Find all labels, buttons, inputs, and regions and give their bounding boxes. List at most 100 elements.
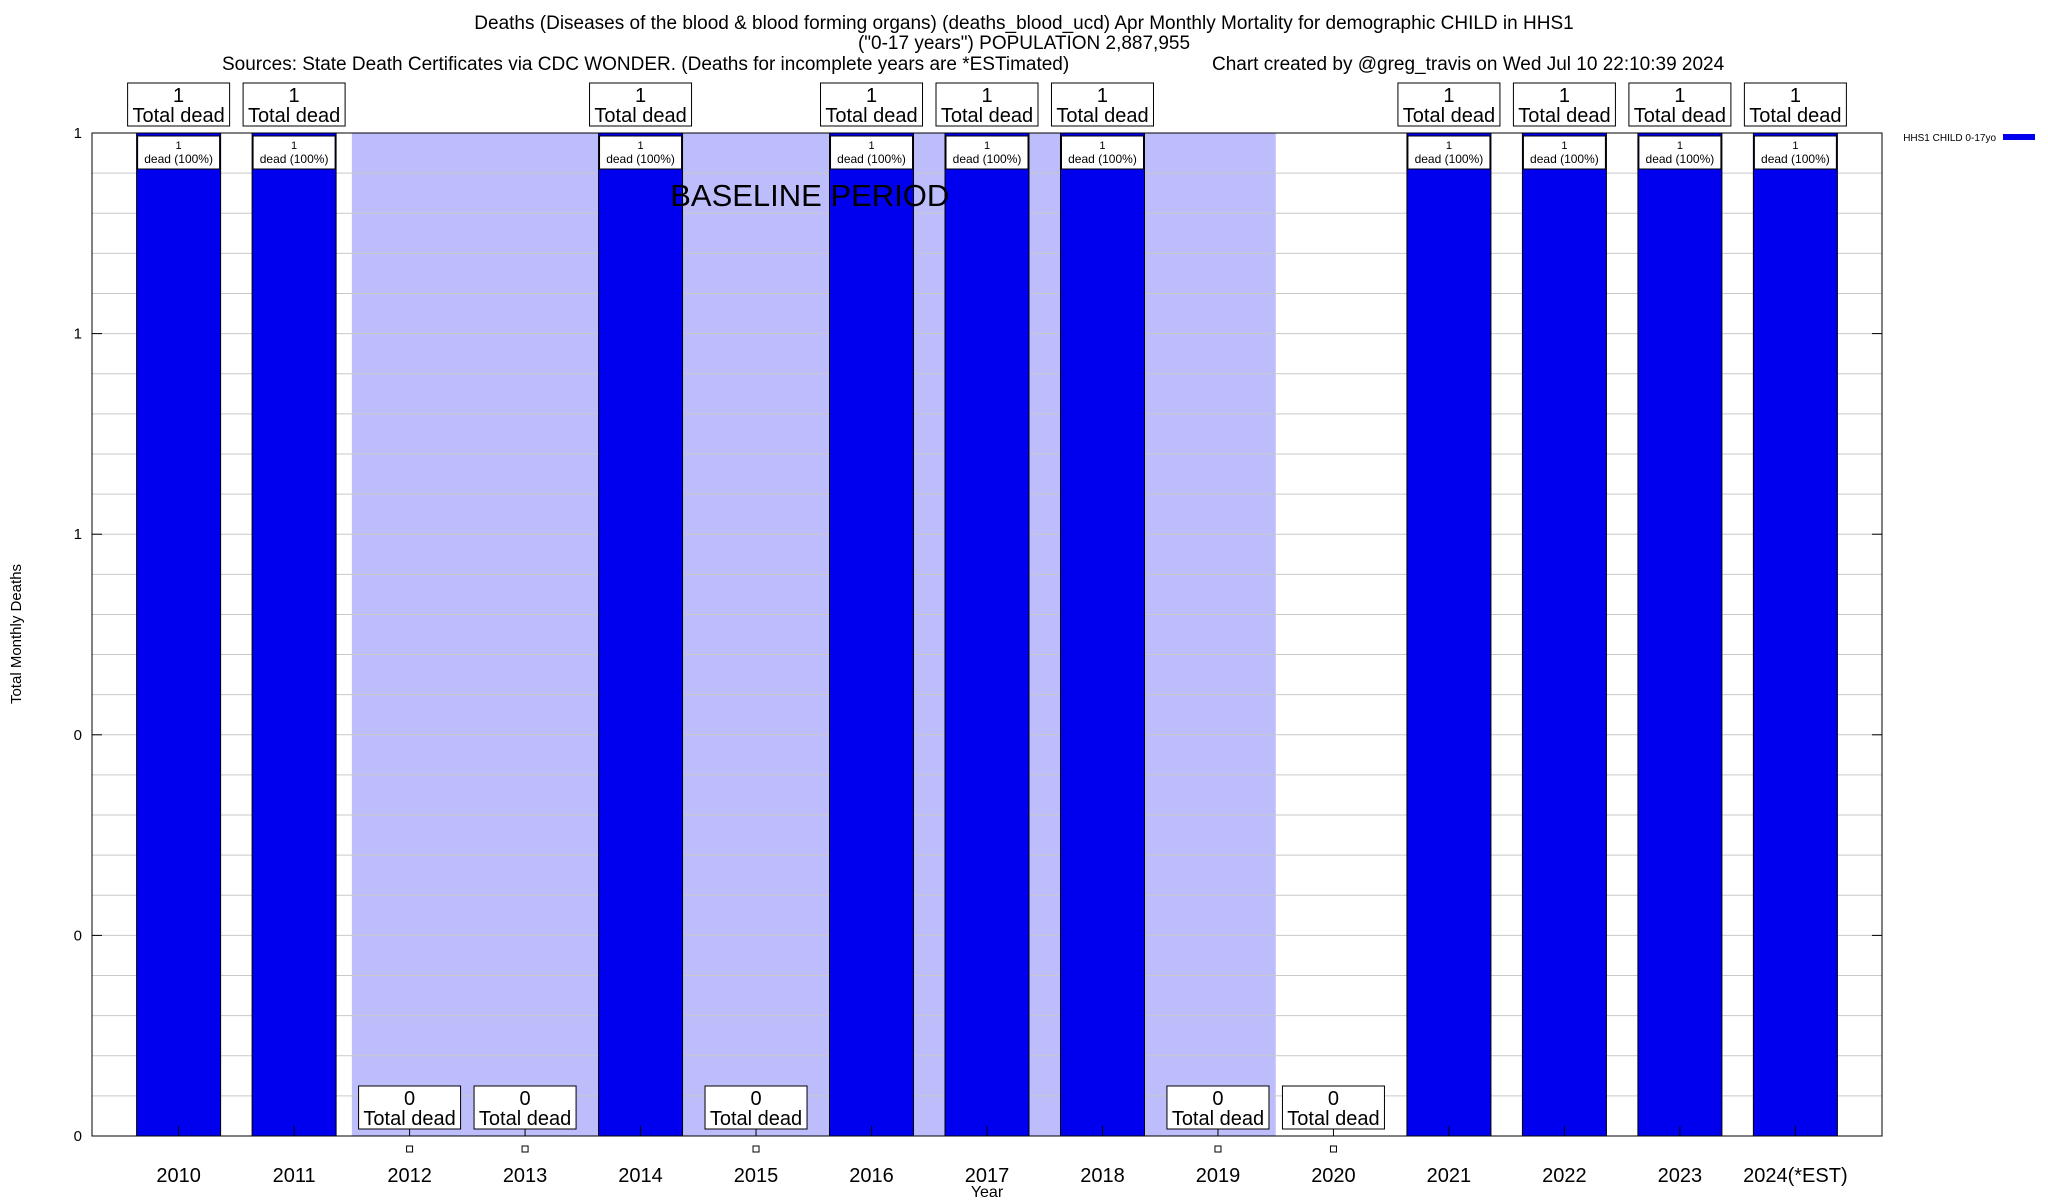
y-axis-label: Total Monthly Deaths: [8, 564, 25, 704]
inner-label-value: 1: [291, 140, 297, 152]
total-label-text: Total dead: [1056, 105, 1148, 127]
x-tick-label-2020: 2020: [1311, 1165, 1356, 1187]
x-tick-label-2024(*EST): 2024(*EST): [1743, 1165, 1848, 1187]
total-label-text: Total dead: [941, 105, 1033, 127]
inner-label-box: [252, 135, 336, 170]
chart-title: Deaths (Diseases of the blood & blood fo…: [474, 13, 1574, 34]
inner-label-value: 1: [1792, 140, 1798, 152]
legend-label: HHS1 CHILD 0-17yo: [1903, 133, 1996, 144]
inner-label-value: 1: [984, 140, 990, 152]
bar-2011: [251, 132, 337, 1137]
total-label-text: Total dead: [1172, 1108, 1264, 1130]
total-label-text: Total dead: [825, 105, 917, 127]
inner-label-box: [137, 135, 221, 170]
x-tick-label-2017: 2017: [965, 1165, 1010, 1187]
total-label-text: Total dead: [248, 105, 340, 127]
total-label-text: Total dead: [710, 1108, 802, 1130]
y-tick-label: 0: [74, 1128, 82, 1145]
zero-marker: [1329, 1145, 1337, 1153]
bar-2017: [944, 132, 1030, 1137]
total-label-text: Total dead: [594, 105, 686, 127]
zero-marker: [1214, 1145, 1222, 1153]
total-label-value: 1: [981, 85, 992, 107]
zero-marker: [521, 1145, 529, 1153]
bar-2024(*EST): [1752, 132, 1838, 1137]
bar-2021: [1406, 132, 1492, 1137]
total-label-text: Total dead: [1287, 1108, 1379, 1130]
bar-2016: [829, 132, 915, 1137]
total-label-text: Total dead: [132, 105, 224, 127]
inner-label-box: [1753, 135, 1837, 170]
total-label-box: [1628, 82, 1732, 127]
total-label-value: 1: [1443, 85, 1454, 107]
total-label-text: Total dead: [1749, 105, 1841, 127]
bar-2023: [1637, 132, 1723, 1137]
total-label-box: [589, 82, 693, 127]
total-label-value: 1: [289, 85, 300, 107]
x-tick-label-2023: 2023: [1658, 1165, 1703, 1187]
x-tick-label-2022: 2022: [1542, 1165, 1587, 1187]
x-tick-label-2018: 2018: [1080, 1165, 1125, 1187]
chart-credit: Chart created by @greg_travis on Wed Jul…: [1212, 54, 1725, 75]
inner-label-value: 1: [1561, 140, 1567, 152]
total-label-value: 0: [750, 1088, 761, 1110]
total-label-value: 0: [520, 1088, 531, 1110]
total-label-text: Total dead: [363, 1108, 455, 1130]
total-label-box: [473, 1085, 577, 1130]
total-label-box: [1743, 82, 1847, 127]
baseline-period-label: BASELINE PERIOD: [670, 178, 949, 213]
total-label-text: Total dead: [1403, 105, 1495, 127]
total-label-value: 0: [1328, 1088, 1339, 1110]
y-tick-label: 1: [74, 326, 82, 343]
inner-label-box: [1638, 135, 1722, 170]
inner-label-text: dead (100%): [260, 152, 329, 166]
inner-label-text: dead (100%): [1530, 152, 1599, 166]
x-tick-label-2010: 2010: [156, 1165, 201, 1187]
y-tick-label: 1: [74, 526, 82, 543]
total-label-text: Total dead: [1518, 105, 1610, 127]
x-tick-label-2015: 2015: [734, 1165, 779, 1187]
total-label-box: [1512, 82, 1616, 127]
bar-2018: [1059, 132, 1145, 1137]
inner-label-text: dead (100%): [1415, 152, 1484, 166]
inner-label-box: [1407, 135, 1491, 170]
bar-2022: [1521, 132, 1607, 1137]
total-label-text: Total dead: [1634, 105, 1726, 127]
zero-marker: [752, 1145, 760, 1153]
x-tick-label-2014: 2014: [618, 1165, 663, 1187]
total-label-box: [242, 82, 346, 127]
inner-label-value: 1: [1446, 140, 1452, 152]
total-label-value: 1: [173, 85, 184, 107]
x-tick-label-2016: 2016: [849, 1165, 894, 1187]
x-axis-label: Year: [971, 1184, 1004, 1200]
y-tick-label: 0: [74, 927, 82, 944]
x-tick-label-2021: 2021: [1427, 1165, 1472, 1187]
total-label-box: [1166, 1085, 1270, 1130]
x-tick-label-2012: 2012: [387, 1165, 432, 1187]
inner-label-text: dead (100%): [953, 152, 1022, 166]
total-label-value: 1: [1674, 85, 1685, 107]
total-label-value: 1: [1559, 85, 1570, 107]
inner-label-text: dead (100%): [144, 152, 213, 166]
total-label-box: [704, 1085, 808, 1130]
inner-label-box: [1060, 135, 1144, 170]
total-label-value: 0: [404, 1088, 415, 1110]
x-tick-label-2019: 2019: [1196, 1165, 1241, 1187]
inner-label-text: dead (100%): [1646, 152, 1715, 166]
bar-2014: [598, 132, 684, 1137]
zero-marker: [406, 1145, 414, 1153]
legend-swatch: [2003, 134, 2035, 140]
total-label-box: [358, 1085, 462, 1130]
total-label-box: [127, 82, 231, 127]
total-label-value: 1: [866, 85, 877, 107]
inner-label-box: [599, 135, 683, 170]
inner-label-text: dead (100%): [1068, 152, 1137, 166]
total-label-value: 0: [1212, 1088, 1223, 1110]
inner-label-value: 1: [868, 140, 874, 152]
inner-label-value: 1: [1677, 140, 1683, 152]
inner-label-box: [1522, 135, 1606, 170]
chart-sources: Sources: State Death Certificates via CD…: [222, 54, 1070, 75]
total-label-value: 1: [1097, 85, 1108, 107]
bar-2010: [136, 132, 222, 1137]
